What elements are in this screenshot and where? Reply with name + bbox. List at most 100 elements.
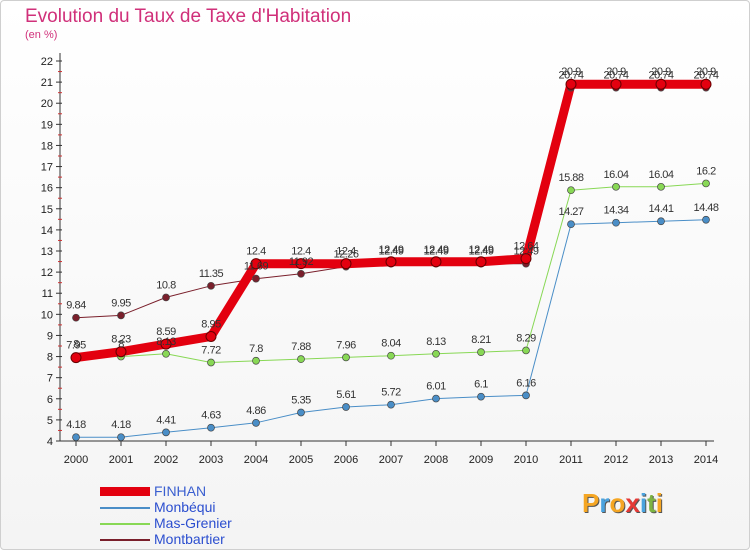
data-label: 11.92 — [289, 256, 314, 268]
data-label: 4.18 — [66, 419, 86, 431]
data-point — [115, 346, 127, 358]
data-point — [162, 428, 170, 437]
data-point — [205, 331, 217, 342]
data-label: 8.59 — [156, 326, 176, 338]
data-label: 8 — [73, 339, 79, 351]
y-tick-label: 9 — [47, 330, 53, 342]
x-tick-label: 2006 — [334, 454, 358, 466]
data-label: 20.74 — [603, 70, 628, 82]
data-point — [252, 356, 260, 365]
data-label: 8.13 — [426, 336, 446, 348]
data-label: 12.26 — [333, 249, 358, 261]
data-point — [252, 274, 260, 283]
data-point — [72, 313, 80, 322]
data-point — [567, 220, 575, 229]
data-point — [520, 253, 532, 265]
y-tick-label: 16 — [41, 183, 53, 195]
data-point — [567, 186, 575, 195]
data-label: 20.9 — [696, 66, 716, 78]
data-label: 5.72 — [381, 387, 401, 399]
data-point — [655, 78, 667, 90]
data-point — [477, 392, 485, 401]
data-label: 7.72 — [201, 344, 221, 356]
data-point — [295, 258, 307, 270]
brand-logo: Proxiti — [582, 488, 663, 519]
data-label: 16.2 — [696, 165, 716, 177]
data-point — [385, 256, 397, 268]
data-point — [432, 394, 440, 403]
brand-letter: o — [609, 488, 626, 518]
data-label: 4.63 — [201, 410, 221, 422]
data-point — [432, 349, 440, 358]
data-point — [207, 358, 215, 367]
data-label: 4.41 — [156, 414, 176, 426]
y-tick-label: 10 — [41, 309, 53, 321]
data-label: 5.61 — [336, 389, 356, 401]
data-point — [162, 293, 170, 302]
data-label: 14.34 — [603, 205, 628, 217]
legend-swatch — [100, 523, 150, 525]
x-tick-label: 2007 — [379, 454, 403, 466]
legend-label: FINHAN — [154, 483, 207, 499]
data-point — [612, 218, 620, 227]
x-tick-label: 2013 — [649, 454, 673, 466]
unit-label: (en %) — [25, 29, 58, 41]
data-label: 4.18 — [111, 419, 131, 431]
data-point — [475, 256, 487, 268]
data-label: 8.23 — [111, 334, 131, 346]
data-point — [657, 182, 665, 191]
data-label: 8 — [118, 339, 124, 351]
brand-letter: i — [639, 488, 648, 518]
data-label: 9.84 — [66, 300, 86, 312]
data-label: 7.8 — [249, 343, 263, 355]
x-tick-label: 2005 — [289, 454, 313, 466]
data-label: 11.35 — [199, 268, 224, 280]
y-tick-label: 13 — [41, 246, 53, 258]
data-point — [387, 400, 395, 409]
data-point — [610, 78, 622, 90]
y-tick-label: 7 — [47, 373, 53, 385]
y-tick-label: 15 — [41, 204, 53, 216]
data-point — [565, 78, 577, 90]
brand-letter: i — [655, 488, 663, 518]
data-label: 16.04 — [603, 169, 628, 181]
data-point — [522, 346, 530, 355]
data-label: 20.9 — [606, 66, 626, 78]
data-label: 10.8 — [156, 279, 176, 291]
legend-swatch — [100, 507, 150, 509]
y-tick-label: 12 — [41, 267, 53, 279]
data-point — [700, 78, 712, 90]
brand-letter: r — [599, 488, 610, 518]
data-point — [162, 349, 170, 358]
data-label: 7.88 — [291, 341, 311, 353]
x-tick-label: 2014 — [694, 454, 718, 466]
legend-swatch — [100, 539, 150, 541]
data-point — [117, 311, 125, 320]
data-label: 20.9 — [651, 66, 671, 78]
data-label: 5.35 — [291, 395, 311, 407]
series-line-0 — [71, 79, 711, 363]
y-tick-label: 14 — [41, 225, 53, 237]
x-tick-label: 2009 — [469, 454, 493, 466]
data-label: 20.74 — [648, 70, 673, 82]
x-tick-label: 2010 — [514, 454, 538, 466]
y-tick-label: 11 — [42, 288, 53, 300]
data-point — [702, 179, 710, 188]
data-label: 8.04 — [381, 338, 401, 350]
data-point — [477, 348, 485, 356]
brand-letter: x — [625, 488, 640, 518]
y-tick-label: 20 — [41, 98, 53, 110]
data-point — [207, 423, 215, 432]
data-label: 7.95 — [66, 340, 86, 352]
y-tick-label: 21 — [41, 77, 53, 89]
data-label: 12.4 — [336, 246, 356, 258]
data-point — [342, 353, 350, 362]
data-label: 12.49 — [468, 244, 493, 256]
x-tick-label: 2003 — [199, 454, 223, 466]
data-label: 8.13 — [156, 336, 176, 348]
data-label: 6.01 — [426, 381, 446, 393]
y-tick-label: 19 — [41, 119, 53, 131]
data-point — [430, 256, 442, 268]
